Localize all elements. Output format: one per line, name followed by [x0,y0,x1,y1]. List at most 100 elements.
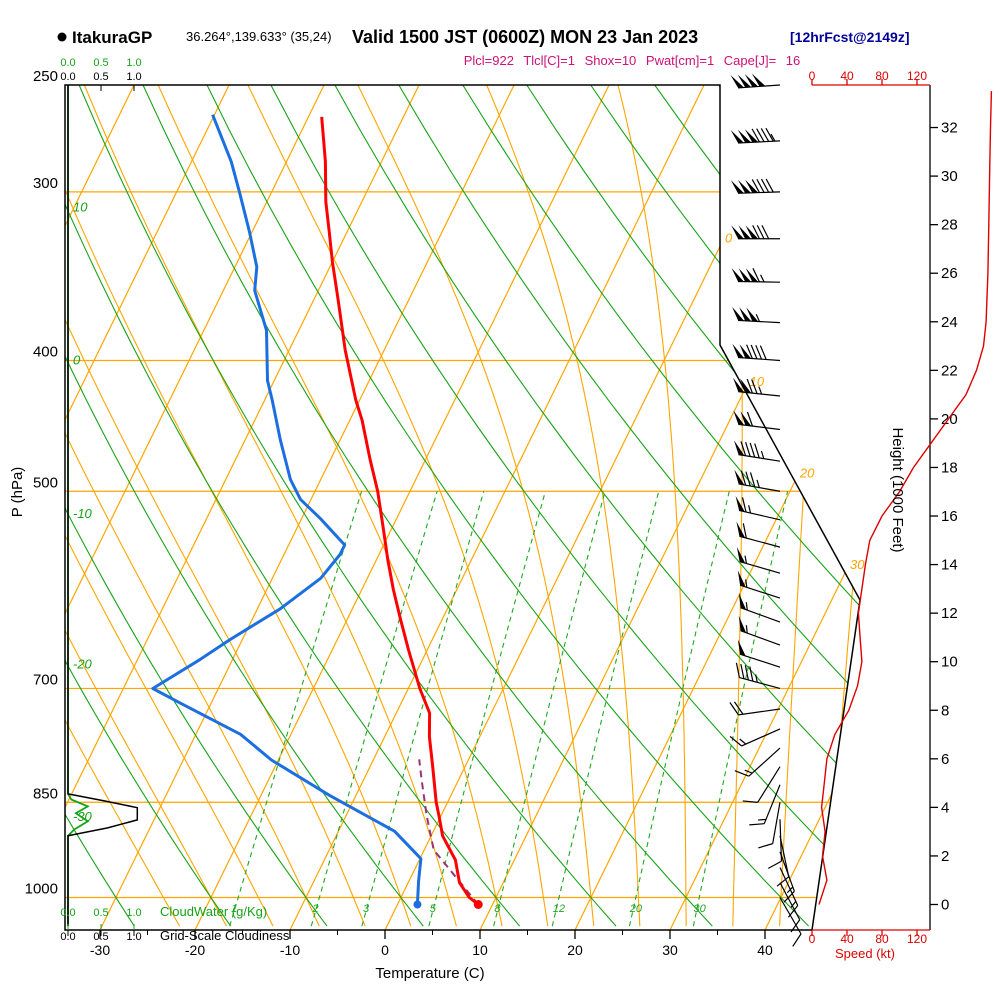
svg-text:32: 32 [941,120,958,137]
svg-text:30: 30 [693,903,706,915]
svg-text:0.5: 0.5 [93,57,108,69]
station-coords: 36.264°,139.633° (35,24) [186,29,332,44]
svg-text:0.5: 0.5 [93,907,108,919]
svg-text:-30: -30 [73,809,93,824]
svg-text:300: 300 [33,175,58,192]
svg-text:120: 120 [907,932,927,946]
svg-text:0.5: 0.5 [93,71,108,83]
svg-text:1.0: 1.0 [126,907,141,919]
svg-text:30: 30 [662,942,678,958]
stability-indices: Plcl=922 Tlcl[C]=1 Shox=10 Pwat[cm]=1 Ca… [464,53,801,68]
cloudiness-title: Grid-Scale Cloudiness [160,928,290,943]
temperature-curve [320,116,483,909]
svg-text:16: 16 [941,508,958,525]
dry-adiabat-lines [65,85,860,927]
temperature-line [320,116,480,906]
svg-text:2: 2 [312,903,319,915]
svg-text:0: 0 [725,230,733,245]
svg-text:20: 20 [567,942,583,958]
svg-text:30: 30 [850,557,865,572]
svg-text:0: 0 [809,69,816,83]
speed-profile-line [818,91,993,905]
svg-text:0.0: 0.0 [60,931,75,943]
svg-text:-10: -10 [73,506,93,521]
svg-text:250: 250 [33,68,58,85]
svg-text:700: 700 [33,671,58,688]
svg-text:14: 14 [941,557,958,574]
cloudwater-title: CloudWater (g/Kg) [160,904,267,919]
svg-text:0: 0 [809,932,816,946]
svg-text:10: 10 [73,199,88,214]
svg-text:80: 80 [875,932,889,946]
height-axis-title: Height (1000 Feet) [889,427,906,552]
svg-text:-20: -20 [73,657,93,672]
dewpoint-line [151,114,423,905]
svg-text:500: 500 [33,474,58,491]
svg-text:-20: -20 [185,942,205,958]
svg-text:0.0: 0.0 [60,71,75,83]
svg-text:18: 18 [941,459,958,476]
svg-text:0.5: 0.5 [93,931,108,943]
station-name: ItakuraGP [72,28,152,47]
svg-text:5: 5 [430,903,437,915]
forecast-tag: [12hrFcst@2149z] [790,29,909,45]
isobar-lines [65,191,860,899]
speed-curve [818,91,993,905]
svg-text:1.0: 1.0 [126,71,141,83]
station-dot-icon [57,32,67,42]
svg-text:26: 26 [941,265,958,282]
valid-time: Valid 1500 JST (0600Z) MON 23 Jan 2023 [352,27,698,47]
wind-barbs [729,73,802,947]
svg-text:20: 20 [799,465,815,480]
svg-text:-30: -30 [90,942,110,958]
cloud-scales: 0.0 0.0 0.0 0.0 0.5 0.5 0.5 0.5 1.0 1.0 1.0 1.0 [60,57,141,943]
svg-text:28: 28 [941,217,958,234]
svg-text:0: 0 [941,897,949,914]
svg-text:80: 80 [875,69,889,83]
svg-text:0: 0 [73,352,81,367]
svg-text:8: 8 [941,702,949,719]
dewpoint-curve [151,114,423,909]
svg-text:4: 4 [941,799,949,816]
svg-text:400: 400 [33,343,58,360]
mixing-ratio-lines [229,491,789,927]
svg-text:0.0: 0.0 [60,907,75,919]
svg-text:12: 12 [553,903,565,915]
surface-dewpoint-dot [413,900,422,909]
svg-text:40: 40 [757,942,773,958]
svg-text:40: 40 [840,69,854,83]
svg-text:1.0: 1.0 [126,931,141,943]
svg-text:24: 24 [941,314,958,331]
cloudwater-profile [67,85,90,927]
svg-text:10: 10 [941,654,958,671]
svg-text:0: 0 [381,942,389,958]
svg-text:1000: 1000 [25,881,58,898]
svg-text:10: 10 [472,942,488,958]
moist-adiabat-lines [65,85,860,927]
pressure-axis: 250 300 400 500 700 850 1000 [25,68,58,898]
cloudiness-profile [67,85,139,927]
svg-text:3: 3 [363,903,370,915]
parcel-curve [418,759,479,906]
svg-text:120: 120 [907,69,927,83]
speed-axis-title: Speed (kt) [835,946,895,961]
speed-axis: 0 40 80 120 0 40 80 120 [809,69,930,946]
svg-text:0.0: 0.0 [60,57,75,69]
svg-text:30: 30 [941,168,958,185]
svg-text:22: 22 [941,362,958,379]
svg-text:850: 850 [33,785,58,802]
temperature-axis: -30 -20 -10 0 10 20 30 40 [90,930,773,958]
svg-text:1.0: 1.0 [126,57,141,69]
svg-text:8: 8 [494,903,501,915]
svg-text:1: 1 [231,903,237,915]
isotherm-lines [65,85,860,930]
svg-text:2: 2 [941,848,949,865]
svg-text:40: 40 [840,932,854,946]
pressure-axis-title: P (hPa) [9,467,26,518]
svg-text:-10: -10 [280,942,300,958]
